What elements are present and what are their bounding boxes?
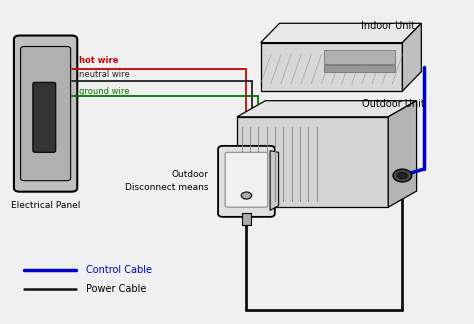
Polygon shape — [402, 23, 421, 91]
FancyBboxPatch shape — [33, 82, 56, 152]
Polygon shape — [388, 101, 417, 207]
Text: Disconnect means: Disconnect means — [125, 183, 209, 192]
FancyBboxPatch shape — [20, 47, 71, 181]
Circle shape — [393, 169, 412, 182]
Text: Indoor Unit: Indoor Unit — [361, 21, 415, 31]
Text: Outdoor Unit: Outdoor Unit — [362, 99, 424, 109]
Text: Control Cable: Control Cable — [86, 265, 152, 275]
Circle shape — [398, 172, 407, 179]
FancyBboxPatch shape — [218, 146, 275, 217]
Polygon shape — [237, 101, 417, 117]
Polygon shape — [261, 23, 421, 43]
Polygon shape — [261, 43, 402, 91]
FancyBboxPatch shape — [242, 213, 251, 225]
Text: ground wire: ground wire — [79, 87, 129, 97]
Text: Outdoor: Outdoor — [172, 170, 209, 179]
Text: Power Cable: Power Cable — [86, 284, 146, 295]
Text: hot wire: hot wire — [79, 56, 118, 65]
Polygon shape — [237, 117, 388, 207]
Polygon shape — [270, 151, 279, 210]
FancyBboxPatch shape — [324, 50, 395, 64]
FancyBboxPatch shape — [225, 152, 268, 207]
Circle shape — [241, 192, 252, 199]
FancyBboxPatch shape — [324, 65, 395, 72]
Text: neutral wire: neutral wire — [79, 70, 129, 79]
FancyBboxPatch shape — [14, 36, 77, 192]
Text: Electrical Panel: Electrical Panel — [11, 201, 80, 210]
